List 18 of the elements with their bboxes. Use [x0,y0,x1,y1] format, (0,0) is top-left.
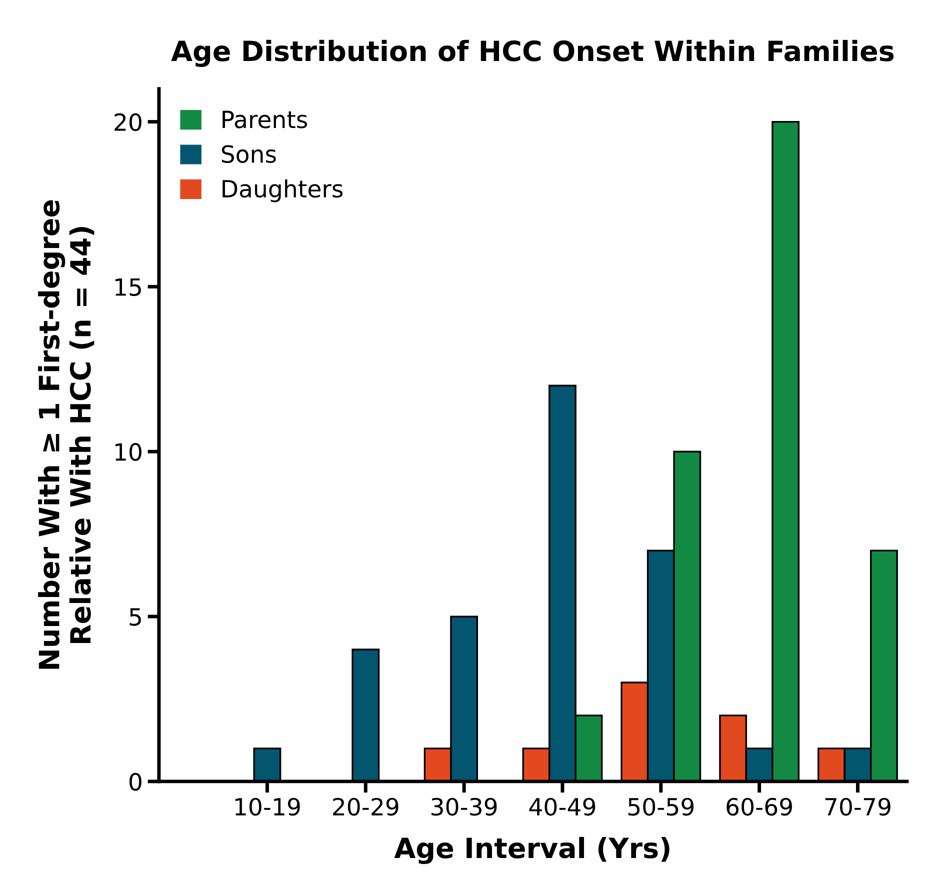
y-axis-title: Number With ≥ 1 First-degree Relative With HCC (n = 44) [38,200,94,669]
y-tick-label: 20 [114,113,142,132]
x-tick-label: 30-39 [432,798,497,816]
chart-title: Age Distribution of HCC Onset Within Families [171,40,894,68]
x-tick-label: 40-49 [529,798,596,816]
y-tick-label: 10 [116,443,142,461]
x-tick-label: 50-59 [628,798,694,816]
x-axis-title: Age Interval (Yrs) [394,836,670,864]
y-tick-label: 0 [130,772,142,791]
y-tick-label: 5 [130,608,141,626]
legend-label: Daughters [222,179,343,202]
x-tick-label: 60-69 [726,798,792,816]
x-tick-label: 10-19 [236,798,300,816]
x-tick-label: 20-29 [333,798,398,816]
legend-label: Sons [222,145,276,163]
x-tick-label: 70-79 [825,798,890,816]
legend-label: Parents [222,110,308,128]
y-tick-label: 15 [116,278,141,296]
